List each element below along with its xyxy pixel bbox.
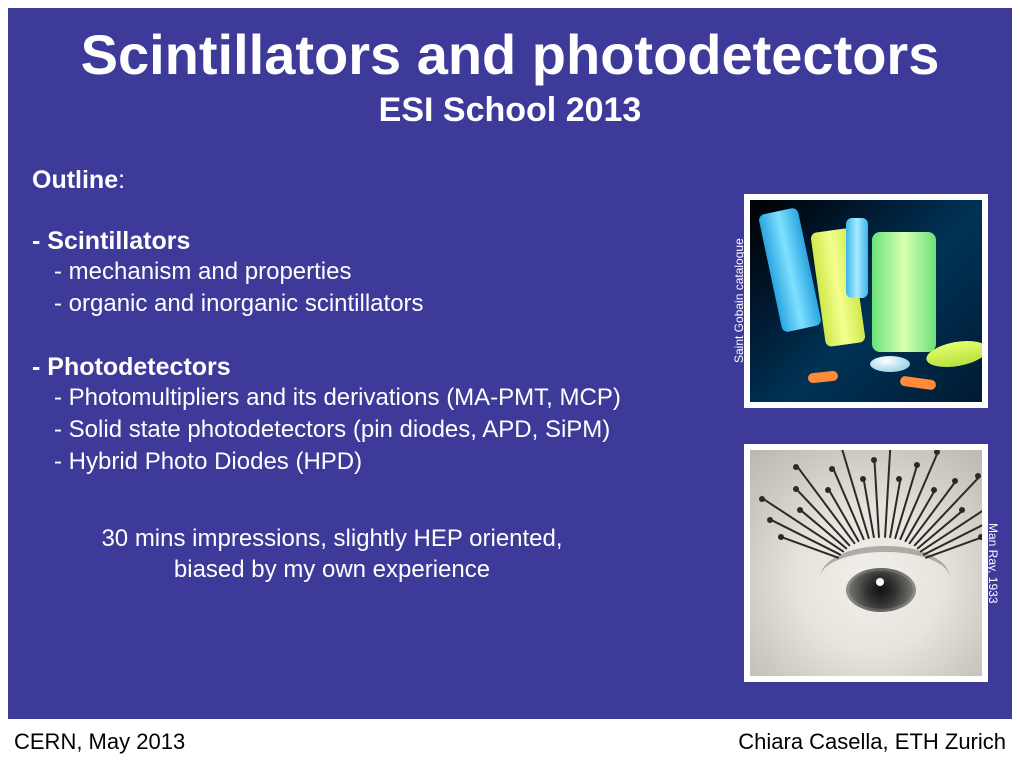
image-placeholder bbox=[750, 450, 982, 676]
note: 30 mins impressions, slightly HEP orient… bbox=[52, 523, 612, 585]
eyelash-tip bbox=[931, 487, 937, 493]
page-title: Scintillators and photodetectors bbox=[32, 26, 988, 85]
dash: - bbox=[32, 227, 47, 255]
crystal-shape bbox=[758, 207, 822, 333]
crystal-shape bbox=[846, 218, 868, 298]
eye-highlight bbox=[876, 578, 884, 586]
section-title: Scintillators bbox=[47, 227, 190, 255]
eyelash-tip bbox=[767, 517, 773, 523]
eyelash-tip bbox=[934, 450, 940, 455]
eyelash-tip bbox=[896, 476, 902, 482]
note-line: biased by my own experience bbox=[52, 554, 612, 585]
footer-left: CERN, May 2013 bbox=[14, 729, 185, 755]
eyelash bbox=[874, 460, 881, 538]
eyelash bbox=[889, 479, 901, 538]
crystal-shape bbox=[872, 232, 936, 352]
note-line: 30 mins impressions, slightly HEP orient… bbox=[52, 523, 612, 554]
eyelash-tip bbox=[978, 534, 982, 540]
crystal-shape bbox=[870, 356, 910, 372]
footer: CERN, May 2013 Chiara Casella, ETH Zuric… bbox=[0, 719, 1020, 765]
eyelash-tip bbox=[871, 457, 877, 463]
dash: - bbox=[54, 448, 69, 475]
image-caption: Saint Gobain catalogue bbox=[732, 196, 746, 406]
outline-heading: Outline: bbox=[32, 166, 988, 195]
section-title: Photodetectors bbox=[47, 353, 230, 381]
image-scintillators: Saint Gobain catalogue bbox=[744, 194, 988, 408]
sub-text: Photomultipliers and its derivations (MA… bbox=[69, 384, 621, 411]
eyelash-tip bbox=[952, 478, 958, 484]
eyelash-tip bbox=[914, 462, 920, 468]
dash: - bbox=[54, 258, 69, 285]
sub-text: mechanism and properties bbox=[69, 258, 352, 285]
image-placeholder bbox=[750, 200, 982, 402]
footer-right: Chiara Casella, ETH Zurich bbox=[738, 729, 1006, 755]
crystal-shape bbox=[899, 376, 936, 391]
slide: Scintillators and photodetectors ESI Sch… bbox=[0, 0, 1020, 765]
dash: - bbox=[54, 384, 69, 411]
subtitle: ESI School 2013 bbox=[32, 91, 988, 130]
dash: - bbox=[32, 353, 47, 381]
eyelash-tip bbox=[975, 473, 981, 479]
eye-iris bbox=[846, 568, 916, 612]
section-sub: - Solid state photodetectors (pin diodes… bbox=[54, 414, 988, 446]
sub-text: organic and inorganic scintillators bbox=[69, 290, 424, 317]
outline-colon: : bbox=[118, 166, 125, 194]
eyelash-tip bbox=[825, 487, 831, 493]
main-panel: Scintillators and photodetectors ESI Sch… bbox=[8, 8, 1012, 719]
sub-text: Hybrid Photo Diodes (HPD) bbox=[69, 448, 362, 475]
crystal-shape bbox=[808, 370, 839, 383]
eyelash-tip bbox=[860, 476, 866, 482]
dash: - bbox=[54, 416, 69, 443]
eyelash-tip bbox=[959, 507, 965, 513]
image-caption: Man Ray, 1933 bbox=[986, 446, 1000, 680]
eyelash-tip bbox=[778, 534, 784, 540]
eyelash-tip bbox=[829, 466, 835, 472]
image-eye: Man Ray, 1933 bbox=[744, 444, 988, 682]
sub-text: Solid state photodetectors (pin diodes, … bbox=[69, 416, 611, 443]
dash: - bbox=[54, 290, 69, 317]
eyelash bbox=[884, 450, 892, 538]
outline-label: Outline bbox=[32, 166, 118, 194]
eyelash-tip bbox=[797, 507, 803, 513]
